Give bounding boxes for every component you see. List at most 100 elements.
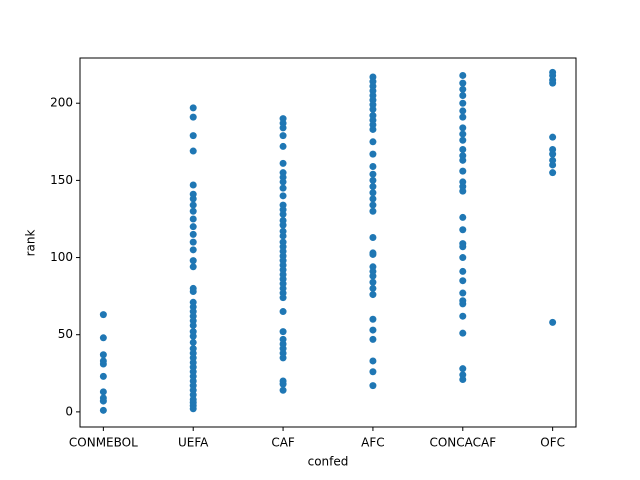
point	[189, 338, 197, 346]
point	[459, 300, 467, 308]
point	[189, 238, 197, 246]
point	[279, 221, 287, 229]
point	[459, 226, 467, 234]
point	[369, 250, 377, 258]
point	[369, 278, 377, 286]
point	[189, 263, 197, 271]
point	[189, 195, 197, 203]
point	[189, 201, 197, 209]
point	[549, 133, 557, 141]
point	[99, 334, 107, 342]
x-tick-label: OFC	[540, 436, 565, 450]
point	[189, 332, 197, 340]
point	[369, 382, 377, 390]
y-tick-label: 50	[58, 327, 73, 341]
point	[369, 176, 377, 184]
point	[99, 360, 107, 368]
point	[189, 230, 197, 238]
point	[279, 159, 287, 167]
point	[369, 150, 377, 158]
x-tick-label: CAF	[271, 436, 295, 450]
point	[369, 201, 377, 209]
x-tick-label: CONMEBOL	[69, 436, 138, 450]
y-tick-label: 150	[50, 173, 73, 187]
point	[99, 351, 107, 359]
point	[459, 156, 467, 164]
point	[459, 136, 467, 144]
point	[459, 187, 467, 195]
point	[99, 372, 107, 380]
point	[189, 257, 197, 265]
point	[279, 232, 287, 240]
point	[189, 132, 197, 140]
point	[459, 130, 467, 138]
y-axis-label: rank	[24, 230, 38, 257]
point	[549, 161, 557, 169]
point	[369, 272, 377, 280]
point	[279, 354, 287, 362]
point	[189, 147, 197, 155]
point	[279, 210, 287, 218]
point	[279, 132, 287, 140]
point	[549, 318, 557, 326]
point	[459, 312, 467, 320]
point	[459, 85, 467, 93]
point	[549, 79, 557, 87]
point	[369, 183, 377, 191]
point	[279, 380, 287, 388]
point	[279, 178, 287, 186]
point	[99, 406, 107, 414]
point	[279, 124, 287, 132]
y-tick-label: 0	[65, 404, 73, 418]
point	[279, 328, 287, 336]
point	[189, 207, 197, 215]
point	[459, 79, 467, 87]
point	[459, 99, 467, 107]
point	[279, 386, 287, 394]
point	[279, 142, 287, 150]
x-tick-label: UEFA	[178, 436, 209, 450]
point	[369, 162, 377, 170]
point	[369, 170, 377, 178]
point	[99, 311, 107, 319]
point	[459, 277, 467, 285]
point	[369, 125, 377, 133]
point	[369, 326, 377, 334]
x-tick-label: AFC	[361, 436, 385, 450]
point	[549, 150, 557, 158]
plot-frame	[79, 57, 577, 428]
point	[369, 284, 377, 292]
point	[459, 107, 467, 115]
point	[369, 138, 377, 146]
point	[459, 213, 467, 221]
point	[369, 233, 377, 241]
point	[459, 146, 467, 154]
point	[549, 169, 557, 177]
point	[189, 287, 197, 295]
point	[459, 243, 467, 251]
point	[459, 267, 467, 275]
point	[369, 105, 377, 113]
point	[279, 184, 287, 192]
point	[459, 375, 467, 383]
point	[99, 388, 107, 396]
point	[459, 329, 467, 337]
point	[189, 113, 197, 121]
y-tick-label: 200	[50, 96, 73, 110]
point	[459, 289, 467, 297]
point	[99, 397, 107, 405]
point	[189, 181, 197, 189]
point	[369, 335, 377, 343]
point	[189, 405, 197, 413]
point	[369, 291, 377, 299]
point	[189, 246, 197, 254]
point	[459, 92, 467, 100]
point	[279, 192, 287, 200]
point	[369, 315, 377, 323]
point	[459, 71, 467, 79]
point	[459, 124, 467, 132]
point	[279, 308, 287, 316]
point	[189, 321, 197, 329]
point	[459, 113, 467, 121]
